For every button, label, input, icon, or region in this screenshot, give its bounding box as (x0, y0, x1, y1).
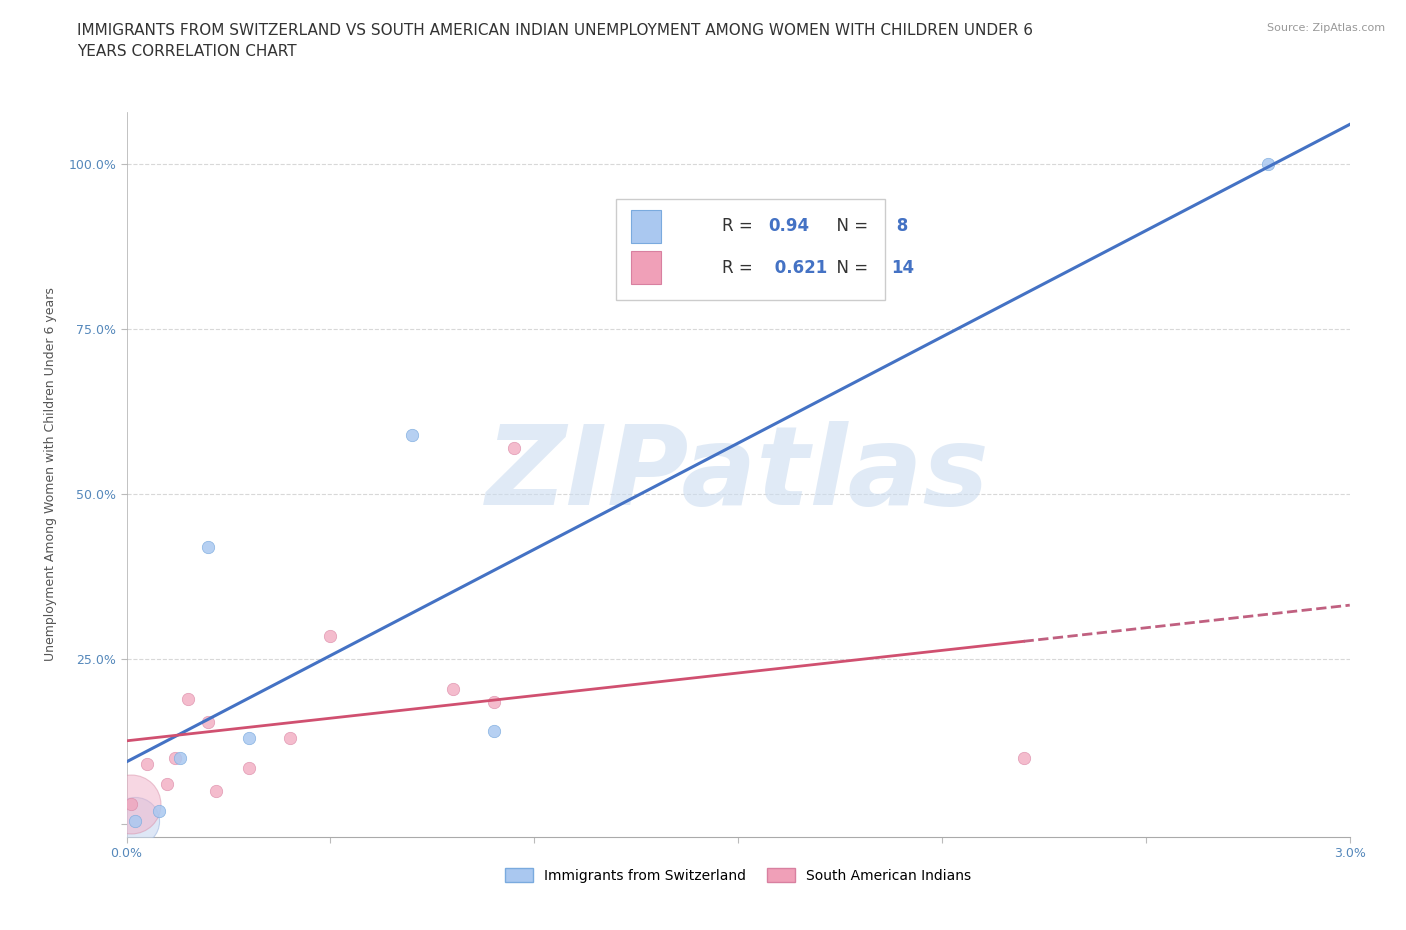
Text: R =: R = (723, 259, 758, 276)
Point (238, 761, 260, 776)
Text: 8: 8 (891, 218, 908, 235)
Text: 0.621: 0.621 (769, 259, 827, 276)
Point (441, 681, 464, 696)
Point (124, 813, 146, 828)
Point (1012, 751, 1035, 765)
Y-axis label: Unemployment Among Women with Children Under 6 years: Unemployment Among Women with Children U… (44, 287, 58, 661)
Point (197, 714, 219, 729)
Point (156, 777, 179, 791)
Text: 14: 14 (891, 259, 914, 276)
Text: IMMIGRANTS FROM SWITZERLAND VS SOUTH AMERICAN INDIAN UNEMPLOYMENT AMONG WOMEN WI: IMMIGRANTS FROM SWITZERLAND VS SOUTH AME… (77, 23, 1033, 60)
Text: R =: R = (723, 218, 758, 235)
Text: ZIPatlas: ZIPatlas (486, 420, 990, 528)
Point (401, 427, 423, 442)
Point (319, 629, 342, 644)
Point (177, 691, 200, 706)
Point (120, 797, 142, 812)
Point (148, 804, 170, 818)
Point (165, 751, 187, 765)
Point (124, 813, 146, 828)
Text: Source: ZipAtlas.com: Source: ZipAtlas.com (1267, 23, 1385, 33)
FancyBboxPatch shape (616, 199, 884, 300)
Text: 0.94: 0.94 (769, 218, 810, 235)
FancyBboxPatch shape (630, 210, 661, 243)
Text: N =: N = (827, 259, 873, 276)
Point (205, 783, 228, 798)
Point (278, 731, 301, 746)
Point (482, 695, 505, 710)
Point (169, 751, 191, 765)
Text: N =: N = (827, 218, 873, 235)
Point (197, 539, 219, 554)
Point (238, 731, 260, 746)
Point (482, 724, 505, 739)
Point (1257, 157, 1279, 172)
Point (503, 441, 526, 456)
FancyBboxPatch shape (630, 251, 661, 284)
Legend: Immigrants from Switzerland, South American Indians: Immigrants from Switzerland, South Ameri… (499, 862, 977, 888)
Point (135, 757, 157, 772)
Point (120, 797, 142, 812)
